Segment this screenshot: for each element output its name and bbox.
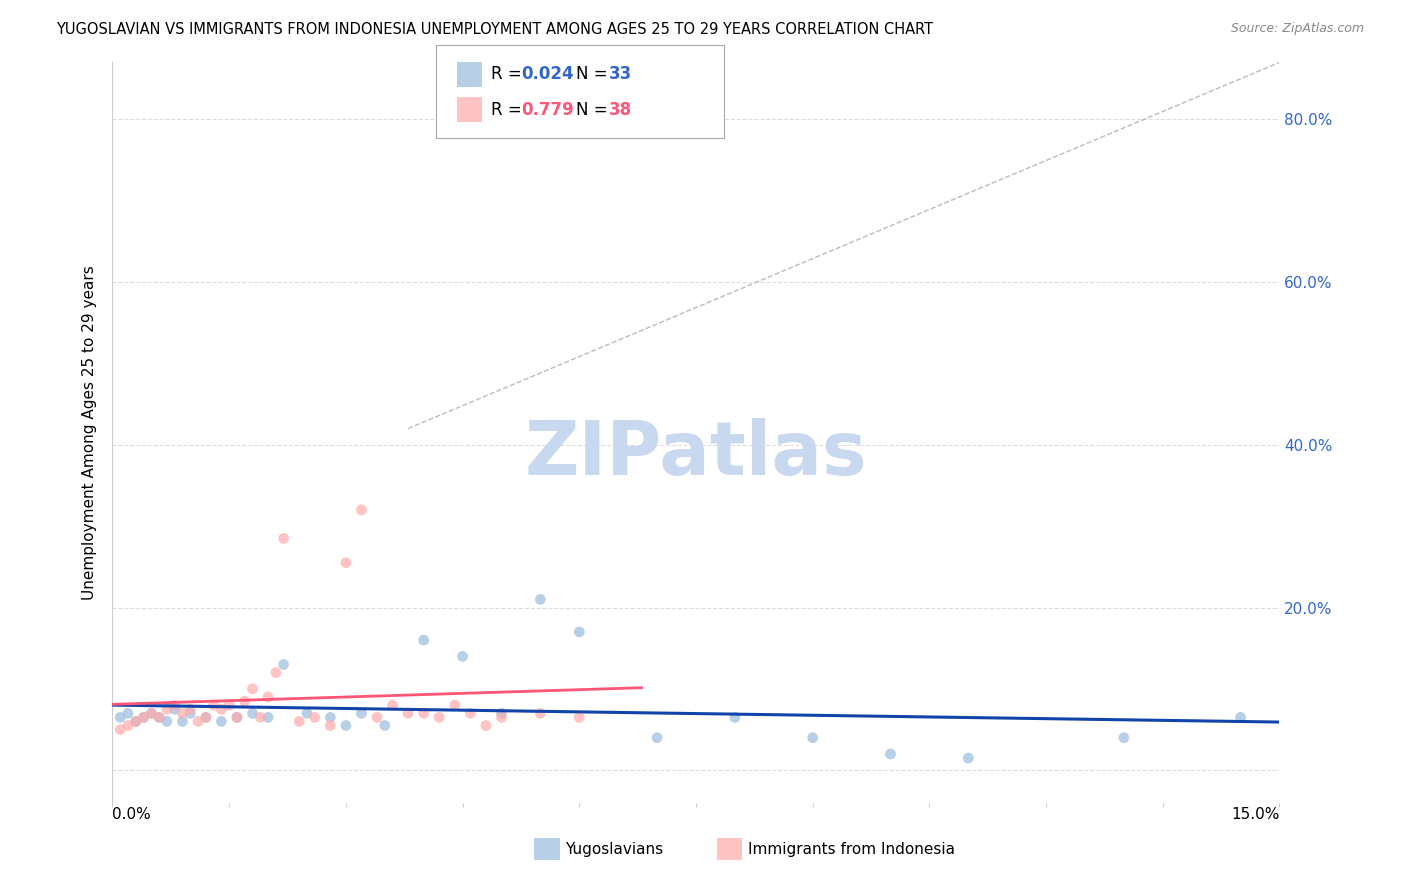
Point — [529, 706, 551, 721]
Point — [451, 649, 474, 664]
Point — [568, 624, 591, 639]
Point — [132, 710, 155, 724]
Point — [187, 714, 209, 729]
Point — [218, 698, 240, 713]
Text: ZIPatlas: ZIPatlas — [524, 418, 868, 491]
Point — [350, 503, 373, 517]
Point — [273, 657, 295, 672]
Y-axis label: Unemployment Among Ages 25 to 29 years: Unemployment Among Ages 25 to 29 years — [82, 265, 97, 600]
Text: 15.0%: 15.0% — [1232, 807, 1279, 822]
Point — [172, 706, 194, 721]
Point — [491, 710, 513, 724]
Point — [156, 702, 179, 716]
Point — [801, 731, 824, 745]
Text: Immigrants from Indonesia: Immigrants from Indonesia — [748, 842, 955, 856]
Point — [288, 714, 311, 729]
Point — [475, 718, 498, 732]
Point — [319, 710, 342, 724]
Point — [163, 702, 186, 716]
Point — [172, 714, 194, 729]
Point — [645, 731, 668, 745]
Point — [529, 592, 551, 607]
Point — [179, 702, 201, 716]
Text: 33: 33 — [609, 65, 633, 83]
Point — [335, 556, 357, 570]
Point — [427, 710, 450, 724]
Point — [295, 706, 318, 721]
Point — [125, 714, 148, 729]
Point — [194, 710, 217, 724]
Point — [148, 710, 170, 724]
Point — [141, 706, 163, 721]
Point — [1112, 731, 1135, 745]
Point — [879, 747, 901, 761]
Point — [141, 706, 163, 721]
Point — [264, 665, 287, 680]
Point — [226, 710, 249, 724]
Point — [179, 706, 201, 721]
Point — [491, 706, 513, 721]
Point — [242, 706, 264, 721]
Point — [350, 706, 373, 721]
Point — [209, 714, 232, 729]
Point — [132, 710, 155, 724]
Point — [366, 710, 388, 724]
Point — [412, 706, 434, 721]
Point — [319, 718, 342, 732]
Point — [110, 710, 132, 724]
Point — [1229, 710, 1251, 724]
Text: N =: N = — [576, 65, 613, 83]
Point — [381, 698, 404, 713]
Point — [148, 710, 170, 724]
Point — [412, 633, 434, 648]
Point — [957, 751, 980, 765]
Point — [273, 532, 295, 546]
Point — [110, 723, 132, 737]
Point — [209, 702, 232, 716]
Point — [724, 710, 747, 724]
Point — [568, 710, 591, 724]
Point — [396, 706, 419, 721]
Text: YUGOSLAVIAN VS IMMIGRANTS FROM INDONESIA UNEMPLOYMENT AMONG AGES 25 TO 29 YEARS : YUGOSLAVIAN VS IMMIGRANTS FROM INDONESIA… — [56, 22, 934, 37]
Point — [242, 681, 264, 696]
Point — [226, 710, 249, 724]
Point — [443, 698, 465, 713]
Point — [249, 710, 271, 724]
Point — [335, 718, 357, 732]
Text: N =: N = — [576, 101, 613, 119]
Point — [257, 690, 280, 704]
Point — [125, 714, 148, 729]
Text: 38: 38 — [609, 101, 631, 119]
Point — [460, 706, 482, 721]
Text: 0.0%: 0.0% — [112, 807, 152, 822]
Point — [304, 710, 326, 724]
Text: R =: R = — [491, 101, 527, 119]
Text: 0.779: 0.779 — [522, 101, 575, 119]
Point — [156, 714, 179, 729]
Point — [117, 718, 139, 732]
Point — [163, 698, 186, 713]
Point — [257, 710, 280, 724]
Text: Source: ZipAtlas.com: Source: ZipAtlas.com — [1230, 22, 1364, 36]
Point — [194, 710, 217, 724]
Point — [374, 718, 396, 732]
Text: 0.024: 0.024 — [522, 65, 574, 83]
Point — [117, 706, 139, 721]
Point — [202, 698, 225, 713]
Text: Yugoslavians: Yugoslavians — [565, 842, 664, 856]
Point — [233, 694, 256, 708]
Text: R =: R = — [491, 65, 527, 83]
